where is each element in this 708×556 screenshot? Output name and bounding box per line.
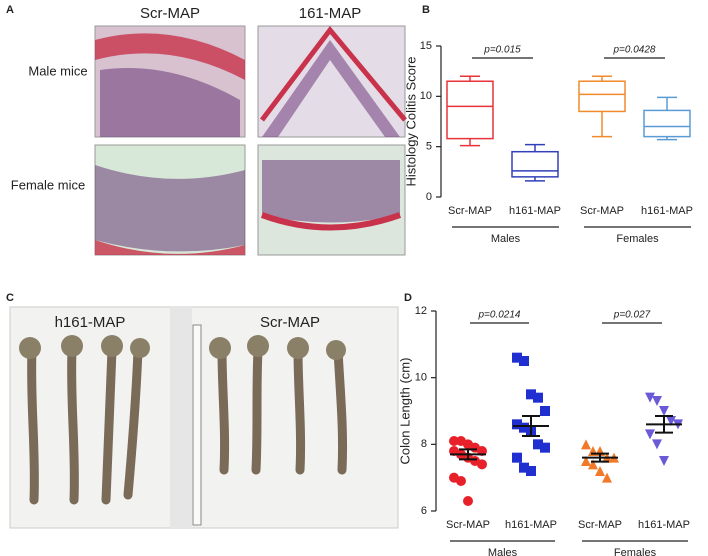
data-point <box>645 429 655 440</box>
panel-text: A Scr-MAP 161-MAP Male mice Female mice … <box>6 4 361 331</box>
data-point <box>595 466 605 476</box>
data-point <box>581 456 591 466</box>
x-tick-label: Scr-MAP <box>448 205 492 217</box>
row-label: Female mice <box>11 177 85 192</box>
panel-label: B <box>422 4 430 16</box>
box <box>643 109 691 138</box>
data-point <box>588 459 598 470</box>
x-tick-label: h161-MAP <box>638 519 690 531</box>
data-point <box>456 476 466 486</box>
row-label: Male mice <box>28 63 87 78</box>
group-label: Males <box>491 233 521 245</box>
data-point <box>449 436 459 446</box>
colon-photo <box>9 306 399 529</box>
column-label: 161-MAP <box>299 5 362 22</box>
data-point <box>652 396 662 406</box>
data-point <box>540 442 550 453</box>
y-tick-label: 10 <box>415 372 427 384</box>
panel-label: A <box>6 4 14 16</box>
box <box>511 150 559 178</box>
group-label: Females <box>614 547 657 556</box>
data-point <box>659 456 669 466</box>
panel-label: C <box>6 292 14 304</box>
data-point <box>512 419 522 430</box>
column-label: Scr-MAP <box>260 314 320 331</box>
x-tick-label: Scr-MAP <box>580 205 624 217</box>
data-point <box>581 439 591 450</box>
column-label: h161-MAP <box>55 314 126 331</box>
y-tick-label: 0 <box>426 191 432 203</box>
data-point <box>602 472 612 483</box>
y-tick-label: 8 <box>421 438 427 450</box>
data-point <box>519 356 529 366</box>
p-value: p=0.015 <box>483 45 521 56</box>
data-point <box>666 416 676 426</box>
data-point <box>533 392 543 403</box>
p-value: p=0.027 <box>613 310 651 321</box>
group-label: Males <box>488 547 518 556</box>
y-tick-label: 5 <box>426 141 432 153</box>
x-tick-label: Scr-MAP <box>446 519 490 531</box>
y-axis-label: Histology Colitis Score <box>403 56 418 186</box>
data-point <box>512 452 522 463</box>
histology-images <box>94 25 407 256</box>
data-point <box>519 462 529 473</box>
box <box>446 80 494 140</box>
x-tick-label: Scr-MAP <box>578 519 622 531</box>
data-point <box>652 439 662 450</box>
p-value: p=0.0428 <box>613 45 656 56</box>
data-point <box>526 389 536 400</box>
group-label: Females <box>616 233 659 245</box>
box <box>578 80 626 113</box>
y-axis-label: Colon Length (cm) <box>397 358 412 465</box>
data-point <box>533 439 543 450</box>
data-point <box>645 392 655 403</box>
data-point <box>659 406 669 416</box>
column-label: Scr-MAP <box>140 5 200 22</box>
x-tick-label: h161-MAP <box>641 205 693 217</box>
x-tick-label: h161-MAP <box>505 519 557 531</box>
data-point <box>477 459 487 470</box>
x-tick-label: h161-MAP <box>509 205 561 217</box>
data-point <box>463 496 473 506</box>
p-value: p=0.0214 <box>478 310 521 321</box>
y-tick-label: 15 <box>420 40 432 52</box>
panel-label: D <box>404 292 412 304</box>
y-tick-label: 12 <box>415 305 427 317</box>
data-point <box>526 466 536 476</box>
y-tick-label: 10 <box>420 90 432 102</box>
data-point <box>519 422 529 433</box>
data-point <box>512 352 522 363</box>
data-point <box>540 406 550 416</box>
y-tick-label: 6 <box>421 505 427 517</box>
